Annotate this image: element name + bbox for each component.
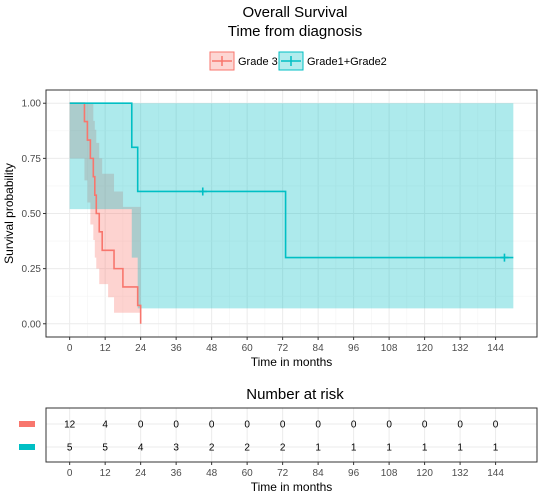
risk-x-axis-ticks: 0 12 24 36 48 60 72 84 96 108 120 132 144 <box>67 462 504 479</box>
y-tick-label: 0.75 <box>22 154 42 165</box>
y-tick-label: 0.25 <box>22 264 42 275</box>
x-tick-label: 60 <box>242 343 254 354</box>
x-tick-label: 72 <box>277 343 289 354</box>
risk-x-tick-label: 48 <box>206 468 218 479</box>
risk-value: 2 <box>244 443 250 454</box>
risk-table-title: Number at risk <box>246 386 344 403</box>
risk-value: 1 <box>315 443 321 454</box>
x-tick-label: 96 <box>348 343 360 354</box>
risk-table-frame <box>45 407 538 463</box>
legend: Grade 3 Grade1+Grade2 <box>209 51 387 71</box>
risk-value: 0 <box>457 420 463 431</box>
y-axis-ticks: 0.00 0.25 0.50 0.75 1.00 <box>22 99 46 330</box>
risk-value: 0 <box>280 420 286 431</box>
risk-values: 12 4 0 0 0 0 0 0 0 0 0 0 0 5 5 4 3 2 2 2 1 1 1 1 1 1 <box>64 420 499 454</box>
risk-x-tick-label: 60 <box>242 468 254 479</box>
risk-x-tick-label: 84 <box>313 468 325 479</box>
risk-value: 0 <box>386 420 392 431</box>
ci-band-grade3 <box>69 103 141 313</box>
risk-value: 0 <box>422 420 428 431</box>
survival-curves <box>69 102 514 324</box>
risk-gridlines <box>46 408 537 462</box>
x-tick-label: 36 <box>171 343 183 354</box>
y-tick-label: 0.50 <box>22 209 42 220</box>
risk-value: 0 <box>493 420 499 431</box>
survival-line-grade12 <box>69 102 514 259</box>
confidence-bands <box>69 103 514 313</box>
x-tick-label: 108 <box>381 343 398 354</box>
censor-mark <box>500 253 509 262</box>
risk-value: 1 <box>351 443 357 454</box>
risk-x-tick-label: 72 <box>277 468 289 479</box>
censor-marks <box>198 187 509 262</box>
risk-value: 0 <box>138 420 144 431</box>
risk-value: 5 <box>102 443 108 454</box>
risk-x-tick-label: 108 <box>381 468 398 479</box>
risk-row-keys <box>19 421 35 450</box>
x-tick-label: 0 <box>67 343 73 354</box>
x-axis-title: Time in months <box>251 355 333 369</box>
risk-value: 0 <box>244 420 250 431</box>
survival-line-grade3 <box>69 102 142 324</box>
risk-value: 0 <box>351 420 357 431</box>
risk-value: 3 <box>173 443 179 454</box>
risk-key-grade12 <box>19 444 35 450</box>
risk-value: 1 <box>386 443 392 454</box>
x-tick-label: 84 <box>313 343 325 354</box>
risk-value: 2 <box>280 443 286 454</box>
y-axis-title: Survival probability <box>2 163 16 264</box>
x-tick-label: 144 <box>487 343 504 354</box>
risk-x-tick-label: 120 <box>416 468 433 479</box>
risk-value: 1 <box>457 443 463 454</box>
risk-value: 4 <box>138 443 144 454</box>
x-axis-ticks: 0 12 24 36 48 60 72 84 96 108 120 132 144 <box>67 337 504 354</box>
legend-label-grade3: Grade 3 <box>238 56 278 68</box>
risk-value: 1 <box>422 443 428 454</box>
risk-x-tick-label: 12 <box>100 468 112 479</box>
x-tick-label: 48 <box>206 343 218 354</box>
risk-x-axis-title: Time in months <box>251 480 333 494</box>
x-tick-label: 24 <box>135 343 147 354</box>
risk-value: 0 <box>173 420 179 431</box>
x-tick-label: 12 <box>100 343 112 354</box>
risk-x-tick-label: 96 <box>348 468 360 479</box>
censor-mark <box>198 187 207 196</box>
risk-value: 0 <box>209 420 215 431</box>
risk-x-tick-label: 132 <box>452 468 469 479</box>
chart-subtitle: Time from diagnosis <box>228 23 363 40</box>
x-tick-label: 132 <box>452 343 469 354</box>
x-tick-label: 120 <box>416 343 433 354</box>
risk-x-tick-label: 0 <box>67 468 73 479</box>
chart-title: Overall Survival <box>242 4 347 21</box>
risk-value: 5 <box>67 443 73 454</box>
legend-label-grade12: Grade1+Grade2 <box>307 56 387 68</box>
risk-value: 4 <box>102 420 108 431</box>
risk-value: 1 <box>493 443 499 454</box>
risk-value: 12 <box>64 420 76 431</box>
y-tick-label: 1.00 <box>22 99 42 110</box>
risk-value: 0 <box>315 420 321 431</box>
risk-key-grade3 <box>19 421 35 427</box>
risk-value: 2 <box>209 443 215 454</box>
risk-x-tick-label: 24 <box>135 468 147 479</box>
risk-x-tick-label: 144 <box>487 468 504 479</box>
risk-x-tick-label: 36 <box>171 468 183 479</box>
y-tick-label: 0.00 <box>22 319 42 330</box>
